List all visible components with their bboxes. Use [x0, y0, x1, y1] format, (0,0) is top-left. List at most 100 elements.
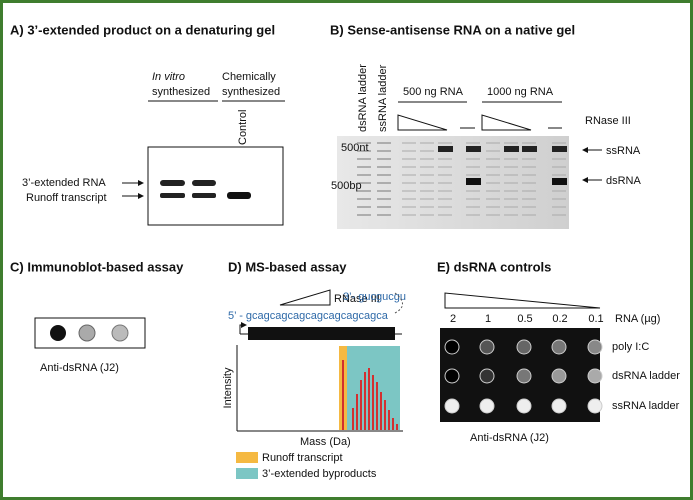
smear: [377, 198, 391, 200]
lane-label: dsRNA ladder: [357, 64, 369, 132]
dot: [551, 339, 567, 355]
smear: [402, 158, 416, 160]
dot: [516, 398, 532, 414]
smear: [552, 206, 566, 208]
wedge: [444, 292, 601, 309]
smear: [552, 142, 566, 144]
smear: [486, 142, 500, 144]
dot: [444, 339, 460, 355]
blot-dots: [444, 339, 603, 414]
peak: [392, 418, 394, 430]
smear: [486, 150, 500, 152]
smear: [466, 206, 480, 208]
group-label: Chemically: [222, 71, 276, 83]
amount-label: 2: [450, 313, 456, 325]
panel-title: D) MS-based assay: [228, 259, 347, 274]
smear: [357, 190, 371, 192]
amount-label: 1: [485, 313, 491, 325]
smear: [504, 166, 518, 168]
amount-label: 0.2: [552, 313, 567, 325]
marker-label: 500bp: [331, 180, 362, 192]
legend-label: Runoff transcript: [262, 452, 343, 464]
legend-swatch: [236, 468, 258, 479]
panel-title: C) Immunoblot-based assay: [10, 259, 184, 274]
smear: [420, 150, 434, 152]
smear: [552, 198, 566, 200]
smear: [466, 166, 480, 168]
smear: [357, 206, 371, 208]
legend-label: 3’-extended byproducts: [262, 468, 377, 480]
smear: [438, 182, 452, 184]
peak: [364, 372, 366, 430]
smear: [377, 166, 391, 168]
smear: [402, 150, 416, 152]
smear: [402, 182, 416, 184]
group-label: synthesized: [222, 86, 280, 98]
smear: [522, 182, 536, 184]
smear: [420, 158, 434, 160]
peak: [396, 424, 398, 430]
smear: [438, 142, 452, 144]
smear: [466, 190, 480, 192]
legend-swatch: [236, 452, 258, 463]
smear: [486, 166, 500, 168]
unit-label: RNA (µg): [615, 313, 660, 325]
smear: [552, 158, 566, 160]
row-label: poly I:C: [612, 341, 649, 353]
smear: [522, 142, 536, 144]
smear: [420, 190, 434, 192]
dot: [551, 368, 567, 384]
smear: [466, 214, 480, 216]
smear: [504, 206, 518, 208]
smear: [420, 142, 434, 144]
dot: [587, 398, 603, 414]
panel-title: B) Sense-antisense RNA on a native gel: [330, 22, 575, 37]
smear: [377, 182, 391, 184]
group-label: 500 ng RNA: [403, 86, 464, 98]
caption: Anti-dsRNA (J2): [470, 432, 549, 444]
smear: [522, 166, 536, 168]
smear: [522, 190, 536, 192]
row-label: dsRNA ladder: [612, 370, 680, 382]
smear: [357, 198, 371, 200]
smear: [438, 158, 452, 160]
smear: [402, 214, 416, 216]
panel-title: E) dsRNA controls: [437, 259, 551, 274]
peak: [388, 410, 390, 430]
smear: [357, 174, 371, 176]
dot: [479, 398, 495, 414]
smear: [438, 198, 452, 200]
smear: [438, 166, 452, 168]
smear: [504, 158, 518, 160]
smear: [377, 190, 391, 192]
smear: [504, 142, 518, 144]
dot: [479, 368, 495, 384]
axis-label: Intensity: [222, 367, 234, 408]
smear: [377, 174, 391, 176]
band: [466, 146, 481, 152]
band: [552, 146, 567, 152]
dot: [587, 368, 603, 384]
smear: [486, 174, 500, 176]
smear: [357, 142, 371, 144]
smear: [377, 206, 391, 208]
smear: [486, 198, 500, 200]
peak: [368, 368, 370, 430]
smear: [552, 174, 566, 176]
dot: [444, 398, 460, 414]
band: [192, 193, 216, 198]
band: [227, 192, 251, 199]
smear: [438, 190, 452, 192]
smear: [486, 214, 500, 216]
peak: [352, 408, 354, 430]
band: [438, 146, 453, 152]
band-label: Runoff transcript: [26, 192, 107, 204]
promoter: [239, 322, 247, 334]
smear: [377, 158, 391, 160]
smear: [552, 166, 566, 168]
dot: [551, 398, 567, 414]
smear: [402, 142, 416, 144]
smear: [552, 190, 566, 192]
group-label: synthesized: [152, 86, 210, 98]
